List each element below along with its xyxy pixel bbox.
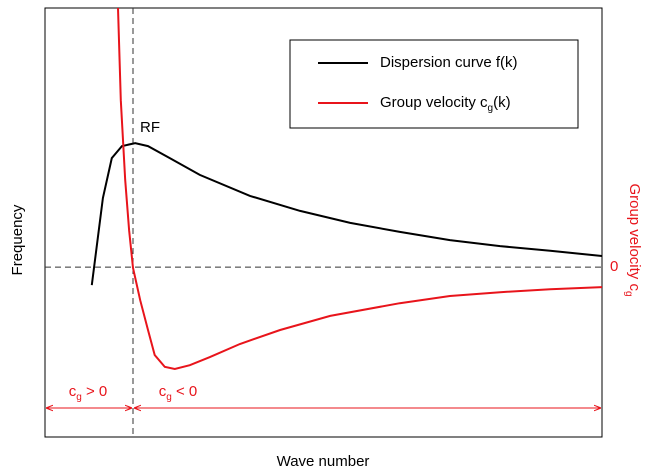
annotation: cg < 0 [159,383,198,403]
annotation: RF [140,119,160,136]
annotation: cg > 0 [69,383,108,403]
legend-label: Dispersion curve f(k) [380,54,518,71]
series-line [117,8,602,371]
legend [289,39,579,129]
legend-label: Group velocity cg(k) [380,94,511,114]
series-line [90,142,602,286]
y2-tick-label: 0 [610,258,618,275]
plot-frame [44,7,603,438]
y2-axis-label: Group velocity cg [623,183,643,296]
x-axis-label: Wave number [277,453,370,470]
y-axis-label: Frequency [9,204,26,275]
